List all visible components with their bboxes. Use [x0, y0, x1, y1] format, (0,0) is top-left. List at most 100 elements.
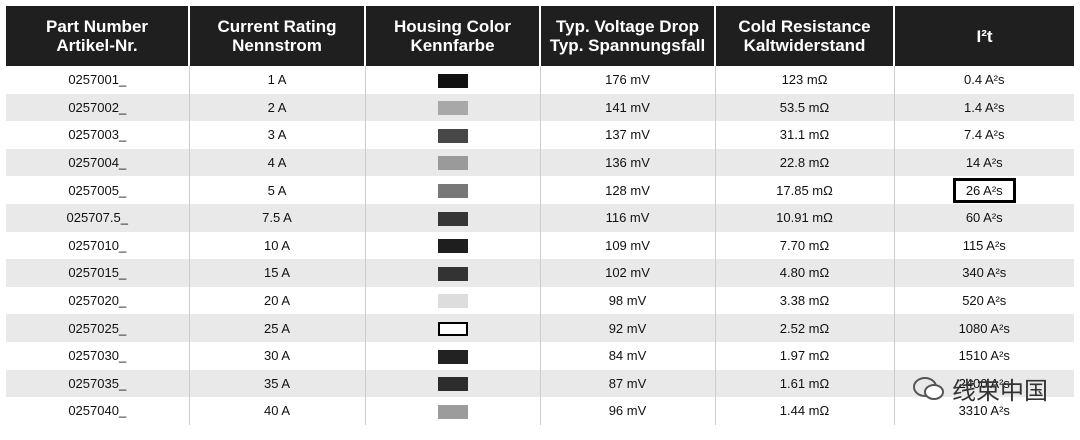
- cell-voltage: 137 mV: [540, 121, 716, 149]
- cell-part: 0257025_: [6, 314, 190, 342]
- header-line: Nennstrom: [232, 36, 322, 55]
- table-row: 025707.5_ 7.5 A 116 mV 10.91 mΩ 60 A²s: [6, 203, 1074, 232]
- color-swatch: [437, 239, 468, 254]
- fuse-table: Part Number Artikel-Nr. Current Rating Nenn…: [6, 6, 1074, 425]
- cell-resistance: 10.91 mΩ: [715, 203, 895, 232]
- table-row: 0257040_ 40 A 96 mV 1.44 mΩ 3310 A²s: [6, 397, 1074, 425]
- wechat-icon: [913, 376, 944, 400]
- cell-current: 2 A: [189, 93, 366, 122]
- table-row: 0257035_ 35 A 87 mV 1.61 mΩ 2400 A²s: [6, 369, 1074, 398]
- header-line: Typ. Spannungsfall: [549, 36, 706, 55]
- cell-part: 0257005_: [6, 176, 190, 204]
- cell-color: [365, 176, 541, 204]
- cell-color: [365, 259, 541, 287]
- table-row: 0257010_ 10 A 109 mV 7.70 mΩ 115 A²s: [6, 231, 1074, 260]
- header-line: I²t: [976, 26, 993, 46]
- table-row: 0257020_ 20 A 98 mV 3.38 mΩ 520 A²s: [6, 286, 1074, 315]
- table-body: 0257001_ 1 A 176 mV 123 mΩ 0.4 A²s 0257002_ 2 …: [6, 66, 1074, 425]
- color-swatch: [437, 101, 468, 116]
- header-line: Kaltwiderstand: [743, 36, 866, 55]
- header-line: Typ. Voltage Drop: [556, 17, 699, 36]
- cell-resistance: 22.8 mΩ: [715, 148, 895, 177]
- cell-voltage: 84 mV: [540, 341, 716, 370]
- cell-color: [365, 203, 541, 232]
- cell-current: 35 A: [189, 369, 366, 398]
- cell-color: [365, 121, 541, 149]
- cell-i2t: 340 A²s: [894, 259, 1074, 287]
- table-row: 0257004_ 4 A 136 mV 22.8 mΩ 14 A²s: [6, 148, 1074, 177]
- cell-color: [365, 148, 541, 177]
- header-line: Artikel-Nr.: [56, 36, 138, 55]
- table-row: 0257003_ 3 A 137 mV 31.1 mΩ 7.4 A²s: [6, 121, 1074, 149]
- cell-current: 25 A: [189, 314, 366, 342]
- cell-voltage: 87 mV: [540, 369, 716, 398]
- header-line: Housing Color: [393, 17, 512, 36]
- header-row: Part Number Artikel-Nr. Current Rating Nenn…: [6, 6, 1074, 66]
- cell-current: 5 A: [189, 176, 366, 204]
- cell-part: 0257001_: [6, 66, 190, 94]
- cell-voltage: 128 mV: [540, 176, 716, 204]
- cell-resistance: 123 mΩ: [715, 66, 895, 94]
- cell-part: 0257030_: [6, 341, 190, 370]
- cell-voltage: 141 mV: [540, 93, 716, 122]
- cell-part: 0257035_: [6, 369, 190, 398]
- cell-current: 30 A: [189, 341, 366, 370]
- cell-i2t: 14 A²s: [894, 148, 1074, 177]
- cell-i2t: 2400 A²s: [894, 369, 1074, 398]
- cell-i2t: 1080 A²s: [894, 314, 1074, 342]
- header-cell: Part Number Artikel-Nr.: [6, 6, 190, 66]
- color-swatch: [437, 404, 468, 419]
- color-swatch: [437, 321, 468, 336]
- cell-resistance: 17.85 mΩ: [715, 176, 895, 204]
- cell-color: [365, 93, 541, 122]
- color-swatch: [437, 377, 468, 392]
- cell-resistance: 7.70 mΩ: [715, 231, 895, 260]
- table-row: 0257015_ 15 A 102 mV 4.80 mΩ 340 A²s: [6, 259, 1074, 287]
- color-swatch: [437, 294, 468, 309]
- color-swatch: [437, 211, 468, 226]
- cell-current: 7.5 A: [189, 203, 366, 232]
- cell-i2t: 60 A²s: [894, 203, 1074, 232]
- cell-resistance: 31.1 mΩ: [715, 121, 895, 149]
- color-swatch: [437, 128, 468, 143]
- cell-i2t: 520 A²s: [962, 293, 1007, 309]
- cell-part: 0257004_: [6, 148, 190, 177]
- header-cell: Cold Resistance Kaltwiderstand: [715, 6, 895, 66]
- header-line: Cold Resistance: [738, 17, 871, 36]
- cell-voltage: 102 mV: [540, 259, 716, 287]
- cell-current: 4 A: [189, 148, 366, 177]
- watermark-text: 线束中国: [952, 378, 1048, 405]
- cell-resistance: 1.97 mΩ: [715, 341, 895, 370]
- cell-current: 15 A: [189, 259, 366, 287]
- cell-part: 0257002_: [6, 93, 190, 122]
- header-cell: Typ. Voltage Drop Typ. Spannungsfall: [540, 6, 716, 66]
- cell-i2t: 1510 A²s: [958, 348, 1010, 364]
- cell-resistance: 1.44 mΩ: [715, 397, 895, 425]
- color-swatch: [437, 156, 468, 171]
- cell-color: [365, 286, 541, 315]
- cell-current: 1 A: [189, 66, 366, 94]
- color-swatch: [437, 73, 468, 88]
- cell-i2t: 0.4 A²s: [964, 72, 1005, 88]
- cell-voltage: 92 mV: [540, 314, 716, 342]
- cell-i2t: 7.4 A²s: [964, 127, 1005, 143]
- cell-color: [365, 369, 541, 398]
- header-cell: Current Rating Nennstrom: [189, 6, 366, 66]
- cell-color: [365, 397, 541, 425]
- cell-voltage: 96 mV: [540, 397, 716, 425]
- header-cell: Housing Color Kennfarbe: [365, 6, 541, 66]
- cell-resistance: 4.80 mΩ: [715, 259, 895, 287]
- cell-part: 0257020_: [6, 286, 190, 315]
- cell-voltage: 116 mV: [540, 203, 716, 232]
- table-row: 0257005_ 5 A 128 mV 17.85 mΩ 26 A²s: [6, 176, 1074, 204]
- cell-resistance: 2.52 mΩ: [715, 314, 895, 342]
- table-row: 0257002_ 2 A 141 mV 53.5 mΩ 1.4 A²s: [6, 93, 1074, 122]
- cell-part: 0257015_: [6, 259, 190, 287]
- header-line: Current Rating: [217, 17, 337, 36]
- cell-resistance: 3.38 mΩ: [715, 286, 895, 315]
- cell-color: [365, 341, 541, 370]
- cell-i2t: 3310 A²s: [958, 403, 1010, 419]
- cell-i2t: 1.4 A²s: [894, 93, 1074, 122]
- cell-resistance: 53.5 mΩ: [715, 93, 895, 122]
- color-swatch: [437, 349, 468, 364]
